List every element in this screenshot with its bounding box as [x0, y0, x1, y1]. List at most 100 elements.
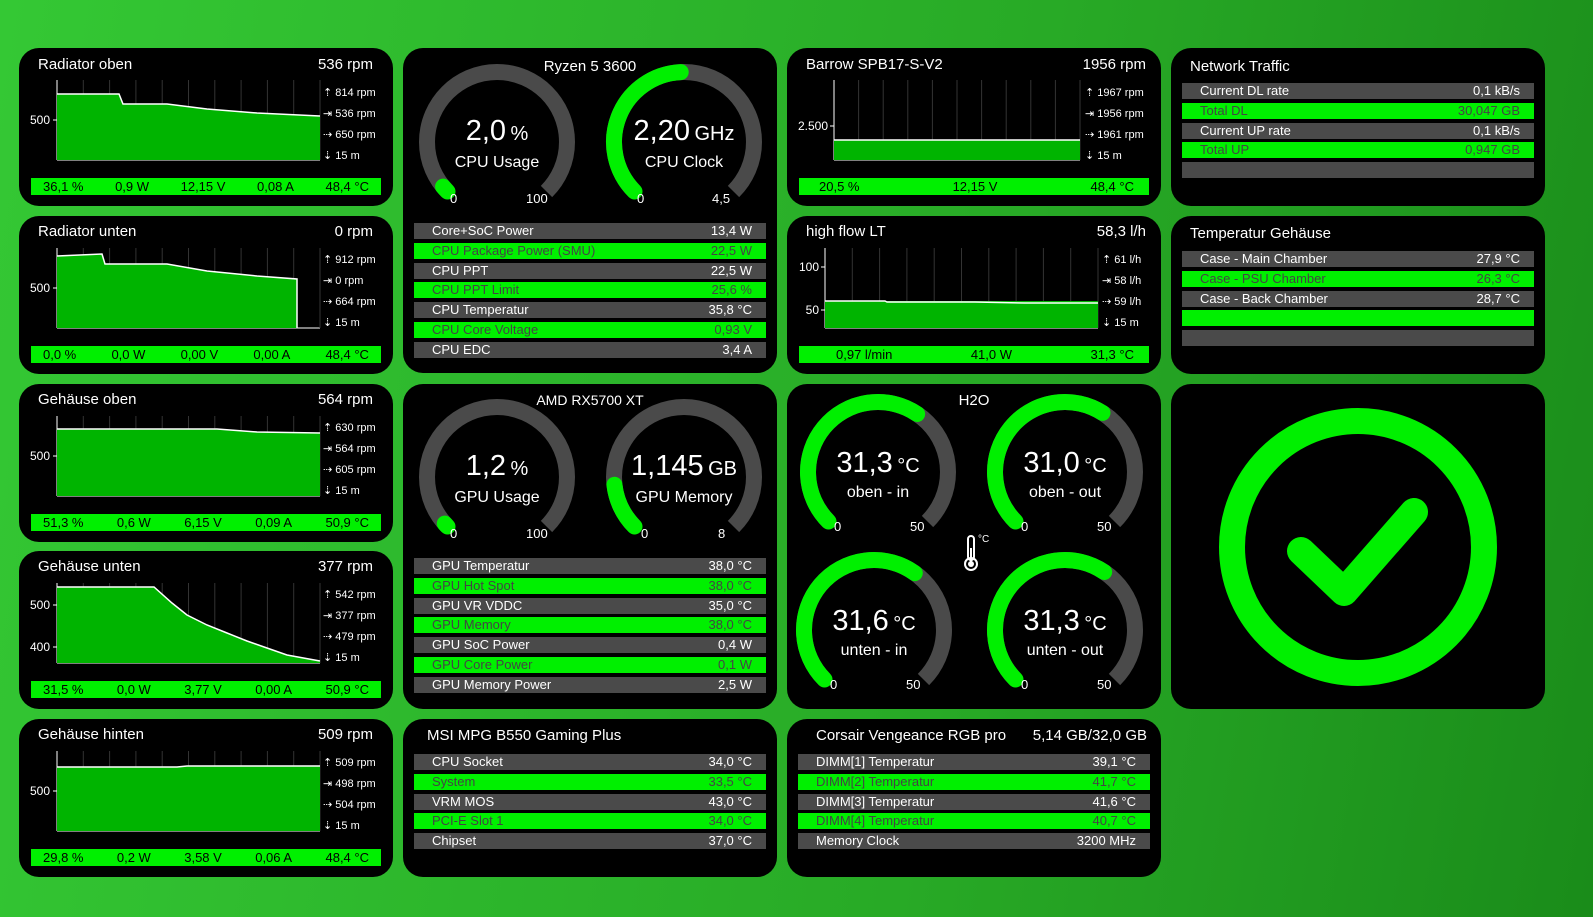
fan-legend: ⇡ 542 rpm ⇥ 377 rpm ⇢ 479 rpm ⇣ 15 m [323, 585, 376, 669]
sensor-row: GPU Hot Spot 38,0 °C [414, 577, 766, 594]
legend-timespan: ⇣ 15 m [323, 150, 360, 162]
fan-chart: 500 [30, 416, 321, 497]
sensor-row: GPU SoC Power 0,4 W [414, 637, 766, 654]
sensor-label: Chipset [432, 833, 477, 849]
sensor-value: 0,1 kB/s [1473, 83, 1520, 98]
fan-stats-bar: 29,8 % 0,2 W 3,58 V 0,06 A 48,4 °C [31, 849, 381, 866]
sensor-row: Chipset 37,0 °C [414, 833, 766, 850]
case-temp-panel: Temperatur Gehäuse Case - Main Chamber 27… [1171, 216, 1545, 374]
gauge-max: 50 [1097, 519, 1112, 534]
legend-avg: ⇢ 664 rpm [323, 296, 376, 308]
h2o-oben-out-gauge: 31,0 °C oben - out 0 50 [985, 392, 1145, 542]
sensor-label: GPU Temperatur [432, 558, 530, 573]
legend-max: ⇡ 912 rpm [323, 254, 376, 266]
sensor-row: Current DL rate 0,1 kB/s [1182, 83, 1534, 99]
legend-timespan: ⇣ 15 m [323, 820, 360, 832]
gpu-title: AMD RX5700 XT [536, 392, 644, 408]
legend-current: ⇥ 498 rpm [323, 778, 376, 790]
sensor-value: 37,0 °C [708, 833, 752, 849]
gauge-min: 0 [1021, 677, 1029, 692]
sensor-value: 3,4 A [722, 341, 752, 357]
checkmark-circle-icon [1219, 408, 1497, 686]
sensor-value: 28,7 °C [1476, 290, 1520, 306]
gauge-arc [987, 394, 1143, 530]
gauge-label: oben - in [846, 484, 910, 501]
gauge-max: 50 [910, 519, 925, 534]
gauge-max: 50 [1097, 677, 1112, 692]
gauge-value: 31,3 °C [836, 447, 920, 479]
flow-title: high flow LT [806, 223, 886, 240]
series-line [56, 253, 298, 328]
cpu-panel: Ryzen 5 3600 2,0 % CPU Usage 0 100 2,20 … [403, 48, 777, 373]
y-tick-label: 400 [30, 640, 50, 654]
case-temp-list: Case - Main Chamber 27,9 °C Case - PSU Cha… [1182, 251, 1534, 350]
ram-sensor-list: DIMM[1] Temperatur 39,1 °C DIMM[2] Tempera… [798, 754, 1150, 853]
legend-current: ⇥ 564 rpm [323, 443, 376, 455]
sensor-value: 0,1 W [718, 656, 752, 672]
gauge-arc [796, 552, 952, 688]
sensor-label: DIMM[3] Temperatur [816, 793, 935, 809]
h2o-unten-in-gauge: 31,6 °C unten - in 0 50 [794, 550, 954, 700]
gauge-value: 31,3 °C [1023, 605, 1107, 637]
sensor-value: 38,0 °C [708, 558, 752, 573]
sensor-row: DIMM[4] Temperatur 40,7 °C [798, 813, 1150, 830]
gauge-track [419, 399, 575, 533]
sensor-value: 34,0 °C [708, 813, 752, 829]
status-panel [1171, 384, 1545, 709]
gauge-label: GPU Usage [454, 489, 540, 506]
gpu-sensor-list: GPU Temperatur 38,0 °C GPU Hot Spot 38,0 °C… [414, 558, 766, 697]
fan-panel-gehaeuse-unten: Gehäuse unten 377 rpm 500 400 ⇡ 542 rpm ⇥… [19, 551, 393, 709]
sensor-label: Current DL rate [1200, 83, 1290, 98]
series-line [57, 428, 321, 434]
y-tick-label: 100 [799, 260, 819, 274]
sensor-row: DIMM[3] Temperatur 41,6 °C [798, 793, 1150, 810]
sensor-row: CPU PPT Limit 25,6 % [414, 282, 766, 299]
gauge-label: unten - out [1026, 642, 1104, 659]
y-tick-label: 500 [30, 113, 50, 127]
sensor-label: PCI-E Slot 1 [432, 813, 504, 829]
legend-max: ⇡ 814 rpm [323, 87, 376, 99]
fan-stats-bar: 51,3 % 0,6 W 6,15 V 0,09 A 50,9 °C [31, 514, 381, 531]
series-line [57, 765, 320, 768]
legend-current: ⇥ 377 rpm [323, 610, 376, 622]
sensor-label: CPU Temperatur [432, 302, 529, 318]
gauge-label: unten - in [840, 642, 908, 659]
cpu-sensor-list: Core+SoC Power 13,4 W CPU Package Power (S… [414, 223, 766, 362]
sensor-value: 40,7 °C [1092, 813, 1136, 829]
fan-legend: ⇡ 912 rpm ⇥ 0 rpm ⇢ 664 rpm ⇣ 15 m [323, 250, 376, 334]
gauge-value: 2,0 % [465, 115, 529, 147]
legend-avg: ⇢ 650 rpm [323, 129, 376, 141]
sensor-value: 33,5 °C [708, 773, 752, 789]
pump-panel: Barrow SPB17-S-V2 1956 rpm 2.500 ⇡ 1967 … [787, 48, 1161, 206]
sensor-label: CPU PPT Limit [432, 282, 520, 298]
sensor-label: DIMM[2] Temperatur [816, 773, 935, 789]
sensor-value: 0,947 GB [1465, 142, 1520, 158]
network-title: Network Traffic [1190, 58, 1290, 75]
sensor-value: 0,1 kB/s [1473, 122, 1520, 138]
sensor-value: 2,5 W [718, 676, 752, 692]
gauge-value: 2,20 GHz [633, 115, 735, 147]
flow-stats-bar: 0,97 l/min 41,0 W 31,3 °C [799, 346, 1149, 363]
legend-current: ⇥ 0 rpm [323, 275, 364, 287]
flow-legend: ⇡ 61 l/h ⇥ 58 l/h ⇢ 59 l/h ⇣ 15 m [1102, 250, 1141, 334]
ram-usage: 5,14 GB/32,0 GB [1032, 727, 1147, 744]
gauge-min: 0 [641, 526, 649, 541]
sensor-label: GPU Memory Power [432, 676, 552, 692]
sensor-row: CPU PPT 22,5 W [414, 262, 766, 279]
fan-chart: 500 400 [30, 583, 321, 664]
sensor-value: 38,0 °C [708, 577, 752, 593]
fan-rpm: 564 rpm [317, 391, 373, 408]
gauge-arc [419, 399, 575, 535]
sensor-label: Total UP [1200, 142, 1250, 158]
legend-timespan: ⇣ 15 m [323, 652, 360, 664]
gauge-fill [606, 64, 689, 200]
gauge-arc [606, 399, 762, 535]
legend-avg: ⇢ 504 rpm [323, 799, 376, 811]
ram-title: Corsair Vengeance RGB pro [816, 727, 1007, 744]
case-temp-title: Temperatur Gehäuse [1190, 225, 1331, 242]
sensor-label: Core+SoC Power [432, 223, 534, 238]
sensor-row: GPU Memory 38,0 °C [414, 617, 766, 634]
sensor-label: GPU Memory [432, 617, 511, 633]
legend-timespan: ⇣ 15 m [1085, 150, 1122, 162]
thermometer-unit: °C [978, 534, 990, 545]
